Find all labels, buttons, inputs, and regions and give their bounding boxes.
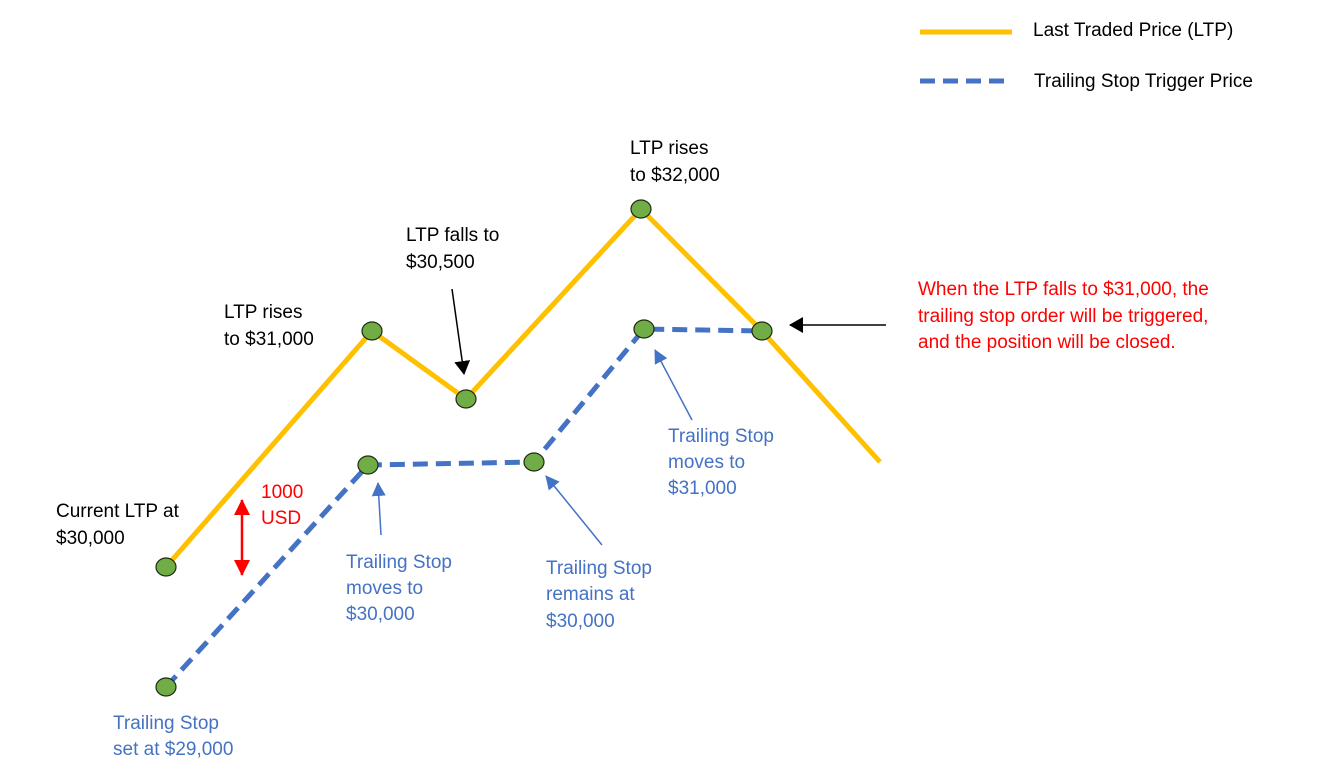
stop-remain-arrow [545,475,603,546]
ltp-line [164,205,882,569]
gap-unit: USD [261,508,301,529]
ts-move1-label: Trailing Stop [346,552,452,573]
ts-set-label: Trailing Stop [113,713,219,734]
fall-label: LTP falls to [406,225,499,246]
stop-move2-arrow [654,349,693,421]
current-ltp-label: Current LTP at [56,501,180,522]
stop-point-30000-hold [523,452,545,472]
ts-move1-sub: moves to [346,578,423,599]
ltp-point-start [155,557,177,577]
rise1-value: to $31,000 [224,329,314,350]
ts-remain-value: $30,000 [546,611,615,632]
rise2-label: LTP rises [630,138,709,159]
ltp-point-30500 [455,389,477,409]
ts-move1-value: $30,000 [346,604,415,625]
legend-ltp-label: Last Traded Price (LTP) [1033,20,1233,41]
stop-point-31000 [633,319,655,339]
rise1-label: LTP rises [224,302,303,323]
ts-move2-value: $31,000 [668,478,737,499]
trigger-note-line2: trailing stop order will be triggered, [918,306,1208,327]
ts-move2-sub: moves to [668,452,745,473]
trigger-note-line3: and the position will be closed. [918,332,1176,353]
gap-amount: 1000 [261,482,303,503]
current-ltp-value: $30,000 [56,528,125,549]
trigger-point [751,321,773,341]
rise2-value: to $32,000 [630,165,720,186]
ts-move2-label: Trailing Stop [668,426,774,447]
ltp-point-32000 [630,199,652,219]
stop-point-29000 [155,677,177,697]
trigger-note-line1: When the LTP falls to $31,000, the [918,279,1209,300]
ts-remain-label: Trailing Stop [546,558,652,579]
fall-arrow [451,288,471,375]
ts-remain-sub: remains at [546,584,635,605]
legend-stop-label: Trailing Stop Trigger Price [1034,71,1253,92]
ltp-point-31000 [361,321,383,341]
stop-point-30000 [357,455,379,475]
stop-move1-arrow [371,482,386,536]
fall-value: $30,500 [406,252,475,273]
ts-set-value: set at $29,000 [113,739,233,760]
